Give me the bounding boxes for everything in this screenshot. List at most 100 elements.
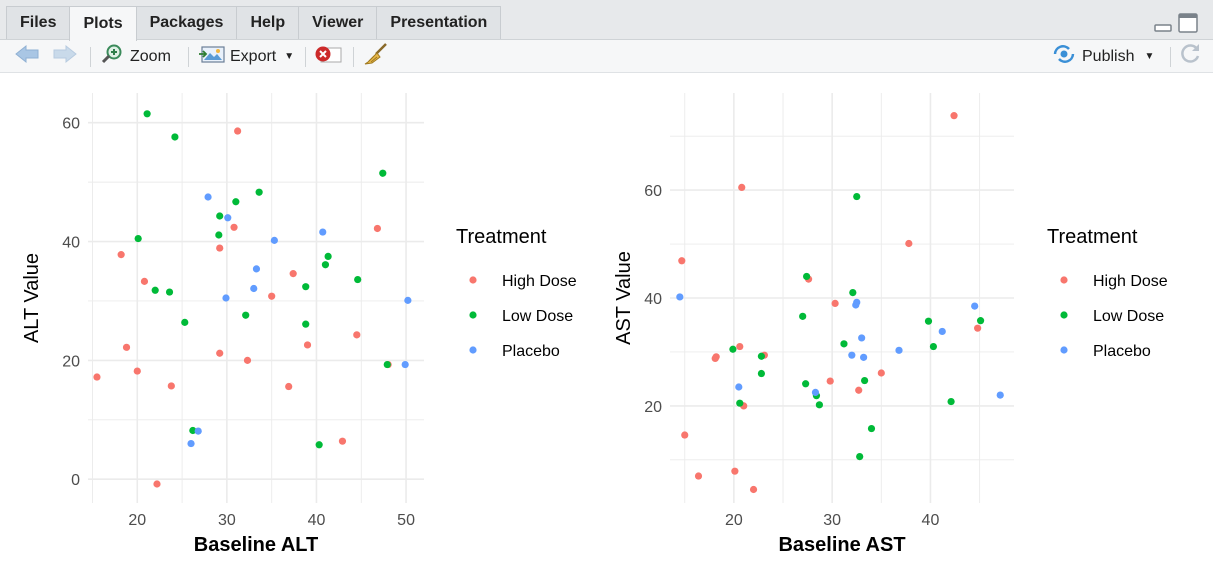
high-dose-point [877, 369, 885, 377]
placebo-point [224, 214, 232, 222]
clear-all-plots-button[interactable] [362, 40, 390, 73]
high-dose-point [974, 324, 982, 332]
y-tick-label: 60 [644, 183, 662, 200]
zoom-button[interactable]: Zoom [100, 40, 171, 73]
toolbar-divider [1170, 47, 1171, 67]
legend-key-placebo [469, 346, 477, 354]
y-tick-label: 20 [644, 399, 662, 416]
high-dose-point [133, 367, 141, 375]
zoom-magnifier-icon [100, 43, 126, 70]
low-dose-point [379, 169, 387, 177]
maximize-pane-icon[interactable] [1177, 12, 1199, 39]
refresh-icon [1178, 42, 1204, 71]
high-dose-point [243, 356, 252, 364]
tab-help[interactable]: Help [236, 6, 300, 39]
export-label: Export [230, 47, 277, 65]
alt-y-axis-label: ALT Value [21, 253, 43, 343]
high-dose-point [353, 331, 361, 339]
placebo-point [222, 294, 230, 302]
low-dose-point [802, 380, 810, 388]
high-dose-point [373, 224, 382, 233]
placebo-point [194, 427, 202, 435]
refresh-button[interactable] [1178, 40, 1204, 73]
publish-menu-button[interactable]: Publish ▼ [1050, 40, 1154, 73]
low-dose-point [134, 234, 142, 243]
high-dose-point [826, 377, 834, 385]
low-dose-point [757, 369, 766, 378]
remove-plot-button[interactable] [313, 40, 343, 73]
tab-plots[interactable]: Plots [69, 6, 137, 41]
low-dose-point [853, 192, 861, 201]
low-dose-point [315, 441, 323, 449]
low-dose-point [255, 188, 263, 196]
publish-label: Publish [1082, 47, 1135, 65]
alt-x-axis-label: Baseline ALT [194, 534, 318, 556]
low-dose-point [216, 212, 224, 220]
high-dose-point [694, 472, 703, 480]
high-dose-point [285, 382, 293, 391]
placebo-point [938, 327, 946, 336]
tab-files[interactable]: Files [6, 6, 71, 39]
y-tick-label: 40 [62, 235, 80, 252]
legend-key-low-dose [1060, 311, 1068, 319]
plot-viewer: 20 30 40 50 0 20 40 60 Baseline ALT ALT Value Trea… [6, 73, 1207, 578]
low-dose-point [215, 231, 223, 239]
legend-label-low-dose: Low Dose [1093, 308, 1164, 325]
high-dose-point [117, 251, 125, 259]
alt-legend-title: Treatment [456, 226, 547, 248]
low-dose-point [867, 424, 876, 433]
low-dose-point [757, 352, 766, 360]
y-tick-label: 60 [62, 116, 80, 133]
low-dose-point [302, 320, 310, 328]
high-dose-point [230, 223, 238, 231]
ast-y-axis-label: AST Value [613, 251, 635, 345]
export-menu-button[interactable]: Export ▼ [198, 40, 294, 73]
x-tick-label: 20 [128, 512, 146, 529]
legend-label-low-dose: Low Dose [502, 308, 573, 325]
high-dose-point [216, 349, 224, 357]
high-dose-point [855, 386, 863, 394]
x-tick-label: 20 [725, 512, 743, 529]
placebo-point [895, 346, 903, 354]
low-dose-point [736, 399, 744, 407]
minimize-pane-icon[interactable] [1153, 14, 1173, 39]
high-dose-point [122, 343, 131, 351]
high-dose-point [950, 112, 958, 120]
x-tick-label: 30 [218, 512, 236, 529]
low-dose-point [849, 289, 857, 297]
high-dose-point [234, 127, 242, 135]
low-dose-point [189, 426, 197, 435]
high-dose-point [681, 431, 689, 439]
placebo-point [676, 293, 684, 301]
forward-arrow-icon [52, 44, 78, 69]
x-tick-label: 30 [823, 512, 841, 529]
high-dose-point [749, 485, 758, 494]
low-dose-point [143, 110, 151, 118]
toolbar-divider [353, 47, 354, 67]
tab-presentation[interactable]: Presentation [376, 6, 502, 39]
tab-viewer[interactable]: Viewer [298, 6, 378, 39]
legend-key-low-dose [469, 311, 477, 319]
back-arrow-icon [14, 44, 40, 69]
placebo-point [848, 351, 856, 359]
x-tick-label: 50 [397, 512, 415, 529]
placebo-point [250, 284, 258, 293]
high-dose-point [167, 382, 175, 390]
placebo-point [971, 302, 979, 310]
x-tick-label: 40 [308, 512, 326, 529]
low-dose-point [171, 133, 179, 141]
forward-button[interactable] [52, 40, 78, 73]
legend-key-high-dose [469, 276, 477, 284]
legend-key-placebo [1060, 346, 1068, 354]
placebo-point [858, 334, 866, 342]
low-dose-point [803, 272, 811, 281]
back-button[interactable] [14, 40, 40, 73]
publish-icon [1050, 43, 1078, 70]
high-dose-point [731, 467, 739, 475]
ast-legend-title: Treatment [1047, 226, 1138, 248]
chevron-down-icon: ▼ [1144, 51, 1155, 62]
export-image-icon [198, 43, 226, 70]
low-dose-point [799, 312, 807, 320]
chevron-down-icon: ▼ [284, 51, 295, 62]
tab-packages[interactable]: Packages [135, 6, 238, 39]
